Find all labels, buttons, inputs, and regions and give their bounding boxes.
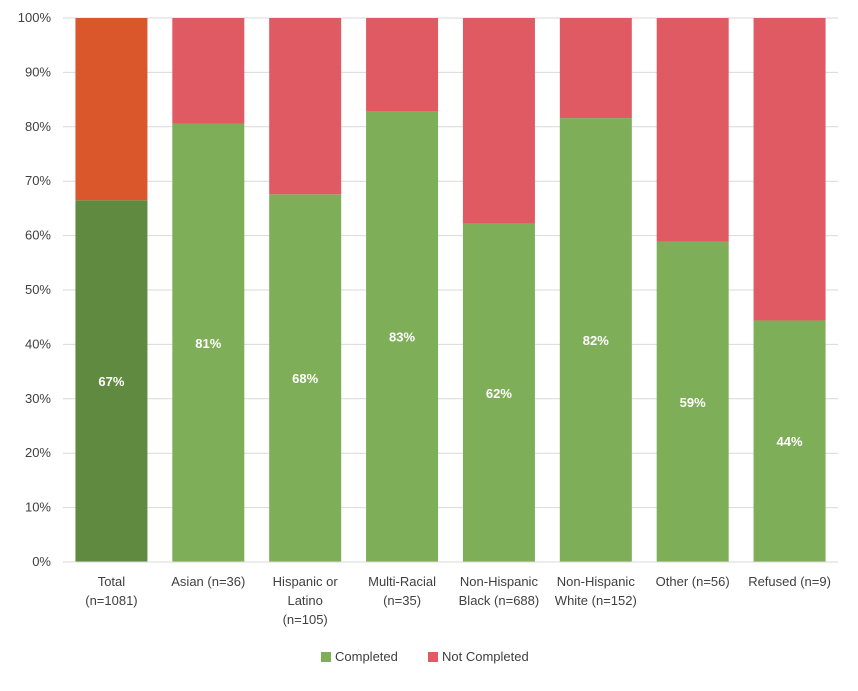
x-tick-label: Black (n=688) [459,593,540,608]
data-label: 83% [389,330,415,345]
y-tick-label: 40% [25,336,51,351]
data-label: 67% [98,374,124,389]
y-tick-label: 10% [25,500,51,515]
bar-not-completed [656,18,729,242]
bar-not-completed [462,18,535,224]
bar-completed [559,118,632,562]
x-tick-label: Latino [287,593,322,608]
bar-completed [75,200,148,563]
bar-completed [753,320,826,562]
x-tick-label: (n=35) [383,593,421,608]
bar-completed [462,223,535,562]
data-label: 82% [583,333,609,348]
x-tick-label: Total [98,574,126,589]
bar-completed [656,241,729,563]
bar-not-completed [269,18,342,195]
x-tick-label: (n=105) [283,612,328,627]
data-label: 68% [292,371,318,386]
data-label: 44% [777,434,803,449]
x-tick-label: Non-Hispanic [460,574,539,589]
x-tick-label: Refused (n=9) [748,574,831,589]
legend-label: Not Completed [442,649,529,664]
bar-not-completed [75,18,148,201]
bar-completed [366,111,439,563]
y-tick-label: 90% [25,64,51,79]
legend-label: Completed [335,649,398,664]
x-tick-label: Multi-Racial [368,574,436,589]
y-tick-label: 30% [25,391,51,406]
bar-completed [269,194,342,563]
y-tick-label: 70% [25,173,51,188]
bar-not-completed [559,18,632,119]
legend-swatch [428,652,438,662]
data-label: 81% [195,336,221,351]
data-label: 62% [486,386,512,401]
bar-not-completed [366,18,439,112]
legend-swatch [321,652,331,662]
y-tick-label: 80% [25,119,51,134]
x-tick-label: Asian (n=36) [171,574,245,589]
x-tick-label: Non-Hispanic [557,574,636,589]
x-tick-label: Other (n=56) [656,574,730,589]
y-tick-label: 0% [32,554,51,569]
bar-not-completed [172,18,245,124]
x-tick-label: (n=1081) [85,593,137,608]
x-tick-label: Hispanic or [273,574,339,589]
y-tick-label: 50% [25,282,51,297]
bar-not-completed [753,18,826,321]
y-tick-label: 60% [25,228,51,243]
bar-completed [172,123,245,562]
y-tick-label: 100% [18,10,52,25]
data-label: 59% [680,395,706,410]
y-tick-label: 20% [25,445,51,460]
x-tick-label: White (n=152) [555,593,637,608]
